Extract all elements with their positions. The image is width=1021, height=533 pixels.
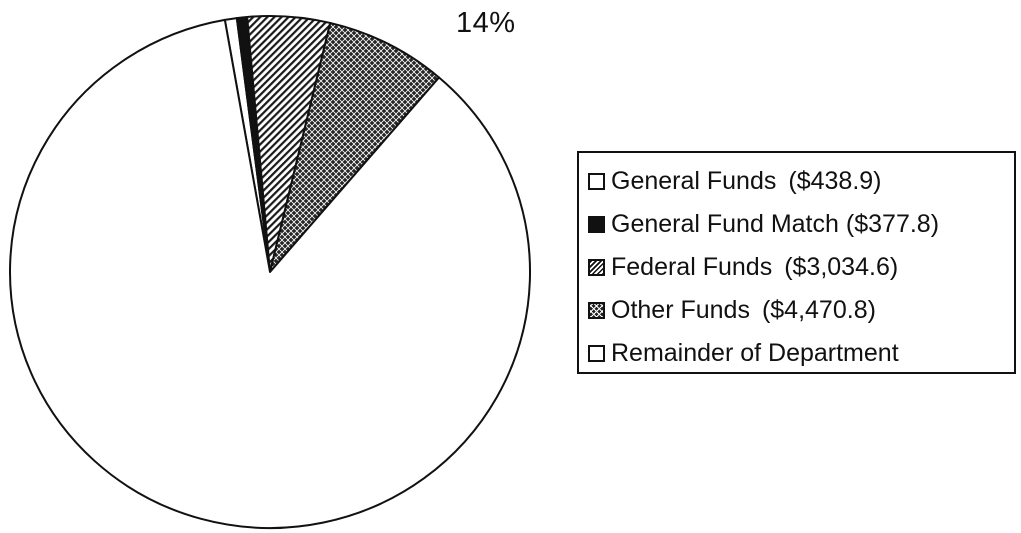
legend-value: ($438.9) [788, 167, 882, 195]
legend-value: ($3,034.6) [784, 253, 899, 281]
legend-label: Other Funds [611, 296, 750, 324]
legend-item-federal-funds: Federal Funds ($3,034.6) [588, 246, 1014, 289]
legend-label: Federal Funds [611, 253, 773, 281]
legend-item-remainder-of-department: Remainder of Department [588, 332, 1014, 375]
legend-value: ($4,470.8) [761, 296, 876, 324]
legend-item-general-fund-match: General Fund Match ($377.8) [588, 203, 1014, 246]
legend-swatch-hatch-icon [588, 259, 605, 276]
legend-value: ($377.8) [845, 210, 940, 238]
pie-slice-other-funds [269, 21, 441, 273]
legend-label: Remainder of Department [611, 339, 899, 367]
legend-swatch-crosshatch-icon [588, 302, 605, 319]
legend-label: General Fund Match [611, 210, 839, 238]
legend-swatch-white-icon [588, 345, 605, 362]
legend-swatch-black-icon [588, 216, 605, 233]
legend-swatch-white-icon [588, 173, 605, 190]
legend-item-other-funds: Other Funds ($4,470.8) [588, 289, 1014, 332]
legend: General Funds ($438.9) General Fund Matc… [577, 151, 1016, 374]
pie-slice-remainder-of-department [9, 18, 531, 529]
legend-item-general-funds: General Funds ($438.9) [588, 160, 1014, 203]
pie-slices [9, 15, 531, 529]
slice-percent-label: 14% [456, 7, 516, 39]
legend-label: General Funds [611, 167, 777, 195]
